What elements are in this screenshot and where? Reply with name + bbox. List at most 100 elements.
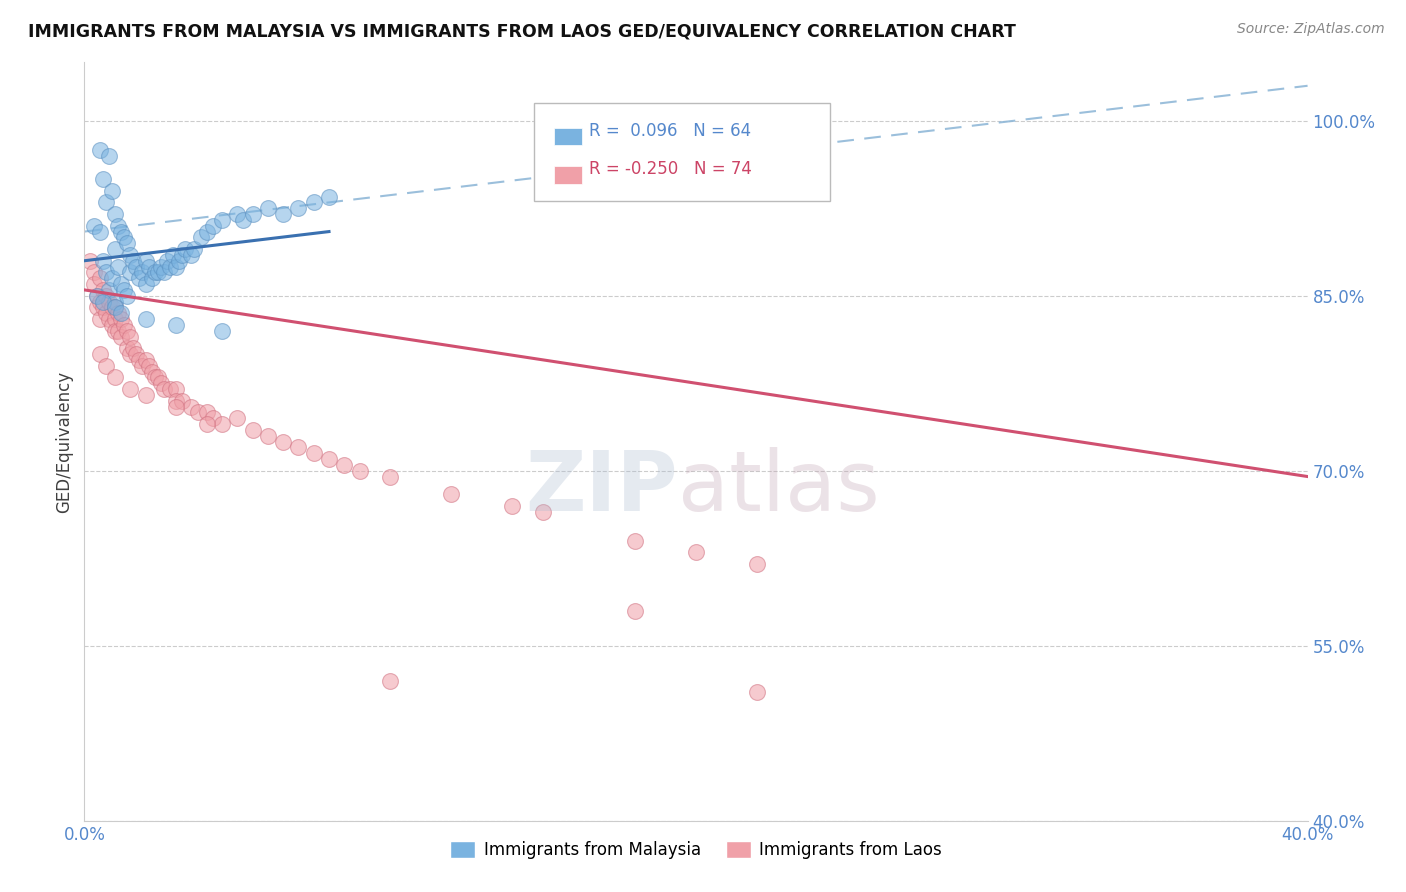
Point [211,213,233,227]
Point [257,428,280,442]
Point [131,265,153,279]
Point [112,230,135,244]
Point [107,219,129,233]
Point [287,441,309,455]
Point [120,329,142,343]
Point [159,382,181,396]
Point [172,248,194,262]
Point [183,242,205,256]
Point [89,271,111,285]
Point [104,301,127,315]
Point [101,318,124,332]
Point [122,253,145,268]
Y-axis label: GED/Equivalency: GED/Equivalency [55,370,73,513]
Point [83,265,105,279]
Point [165,260,187,274]
Point [91,294,114,309]
Point [146,265,169,279]
Point [104,301,127,315]
Point [624,533,647,548]
Point [302,446,325,460]
Point [97,294,120,309]
Point [271,434,294,449]
Point [94,265,117,279]
Point [318,452,340,467]
Point [195,405,218,419]
Point [91,172,114,186]
Point [159,260,181,274]
Point [91,253,114,268]
Point [104,294,127,309]
Point [101,301,124,315]
Point [110,312,132,326]
Point [135,388,157,402]
Point [180,248,202,262]
Point [226,411,249,425]
Point [97,312,120,326]
Point [115,289,138,303]
Point [89,312,111,326]
Point [97,149,120,163]
Point [112,283,135,297]
Point [195,225,218,239]
Point [143,265,166,279]
Point [120,248,142,262]
Text: R =  0.096   N = 64: R = 0.096 N = 64 [589,122,751,140]
Point [135,312,157,326]
Point [115,341,138,355]
Point [110,306,132,320]
Point [138,260,160,274]
Point [165,400,187,414]
Point [174,242,197,256]
Point [149,260,172,274]
Point [110,277,132,291]
Point [143,370,166,384]
Point [318,189,340,203]
Point [153,265,176,279]
Point [624,604,647,618]
Point [94,359,117,373]
Point [104,207,127,221]
Point [141,271,163,285]
Point [131,359,153,373]
Point [115,236,138,251]
Point [86,289,108,303]
Point [685,545,707,559]
Point [125,260,148,274]
Point [104,324,127,338]
Point [153,382,176,396]
Point [162,248,184,262]
Point [165,393,187,408]
Point [165,382,187,396]
Point [101,271,124,285]
Point [115,324,138,338]
Point [242,423,264,437]
Point [138,359,160,373]
Point [201,219,224,233]
Point [122,341,145,355]
Point [83,277,105,291]
Point [146,370,169,384]
Point [195,417,218,431]
Point [79,253,101,268]
Point [120,265,142,279]
Text: R = -0.250   N = 74: R = -0.250 N = 74 [589,161,752,178]
Legend: Immigrants from Malaysia, Immigrants from Laos: Immigrants from Malaysia, Immigrants fro… [443,834,949,865]
Point [135,253,157,268]
Point [94,195,117,210]
Point [190,230,212,244]
Point [167,253,190,268]
Point [201,411,224,425]
Point [226,207,249,221]
Point [104,242,127,256]
Point [120,382,142,396]
Point [104,370,127,384]
Point [333,458,356,472]
Point [531,504,554,518]
Point [91,301,114,315]
Point [440,487,463,501]
Point [172,393,194,408]
Point [89,143,111,157]
Point [94,306,117,320]
Point [149,376,172,391]
